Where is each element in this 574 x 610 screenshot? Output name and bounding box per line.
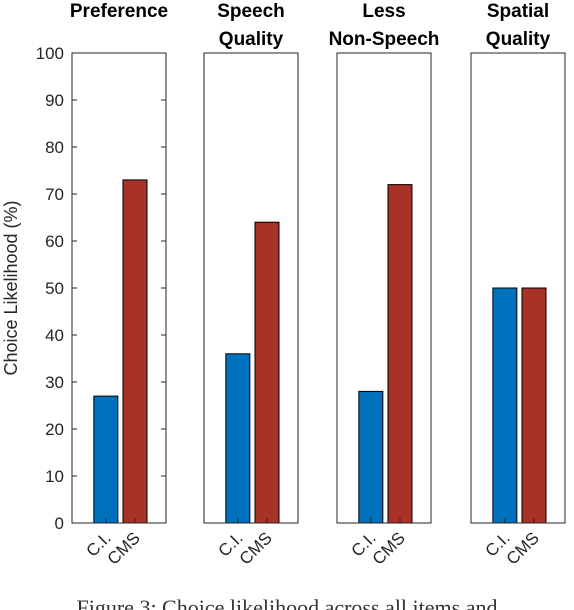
y-axis-label: Choice Likelihood (%) [1, 200, 21, 375]
y-tick-label: 60 [45, 232, 64, 251]
y-axis-label-group: Choice Likelihood (%) [1, 200, 21, 375]
bar-panel-2-ci [225, 353, 251, 524]
y-tick-label: 100 [36, 44, 64, 63]
panel-title-line: Non-Speech [329, 29, 440, 50]
panel-title-line: Spatial [487, 1, 549, 22]
panel-frame [71, 52, 167, 524]
panel-frame [470, 52, 566, 524]
y-tick-label: 20 [45, 420, 64, 439]
bar-panel-2-cms [254, 221, 280, 524]
category-label-cms: CMS [503, 528, 543, 568]
figure-caption: Figure 3: Choice likelihood across all i… [76, 595, 498, 610]
bar-panel-3-ci [358, 390, 384, 524]
y-tick-label: 10 [45, 467, 64, 486]
category-label-cms: CMS [236, 528, 276, 568]
bar-panel-4-ci [492, 287, 518, 524]
panel-title-line: Less [362, 1, 405, 22]
bar-panel-4-cms [521, 287, 547, 524]
bar-panel-1-ci [93, 395, 119, 524]
bar-panel-1-cms [122, 179, 148, 524]
panel-frame [203, 52, 299, 524]
category-label-cms: CMS [369, 528, 409, 568]
panel-title-line: Preference [70, 1, 168, 22]
y-tick-label: 0 [55, 514, 64, 533]
bar-panel-3-cms [387, 184, 413, 524]
y-tick-label: 40 [45, 326, 64, 345]
panel-title-line: Quality [219, 29, 284, 50]
panel-title-line: Quality [486, 29, 551, 50]
y-tick-label: 90 [45, 91, 64, 110]
panels-group: 0102030405060708090100C.I.CMSPreferenceC… [36, 1, 566, 569]
y-tick-label: 80 [45, 138, 64, 157]
panel-title-line: Speech [217, 1, 285, 22]
category-label-cms: CMS [104, 528, 144, 568]
y-tick-label: 70 [45, 185, 64, 204]
panel-frame [336, 52, 432, 524]
y-tick-label: 50 [45, 279, 64, 298]
y-tick-label: 30 [45, 373, 64, 392]
